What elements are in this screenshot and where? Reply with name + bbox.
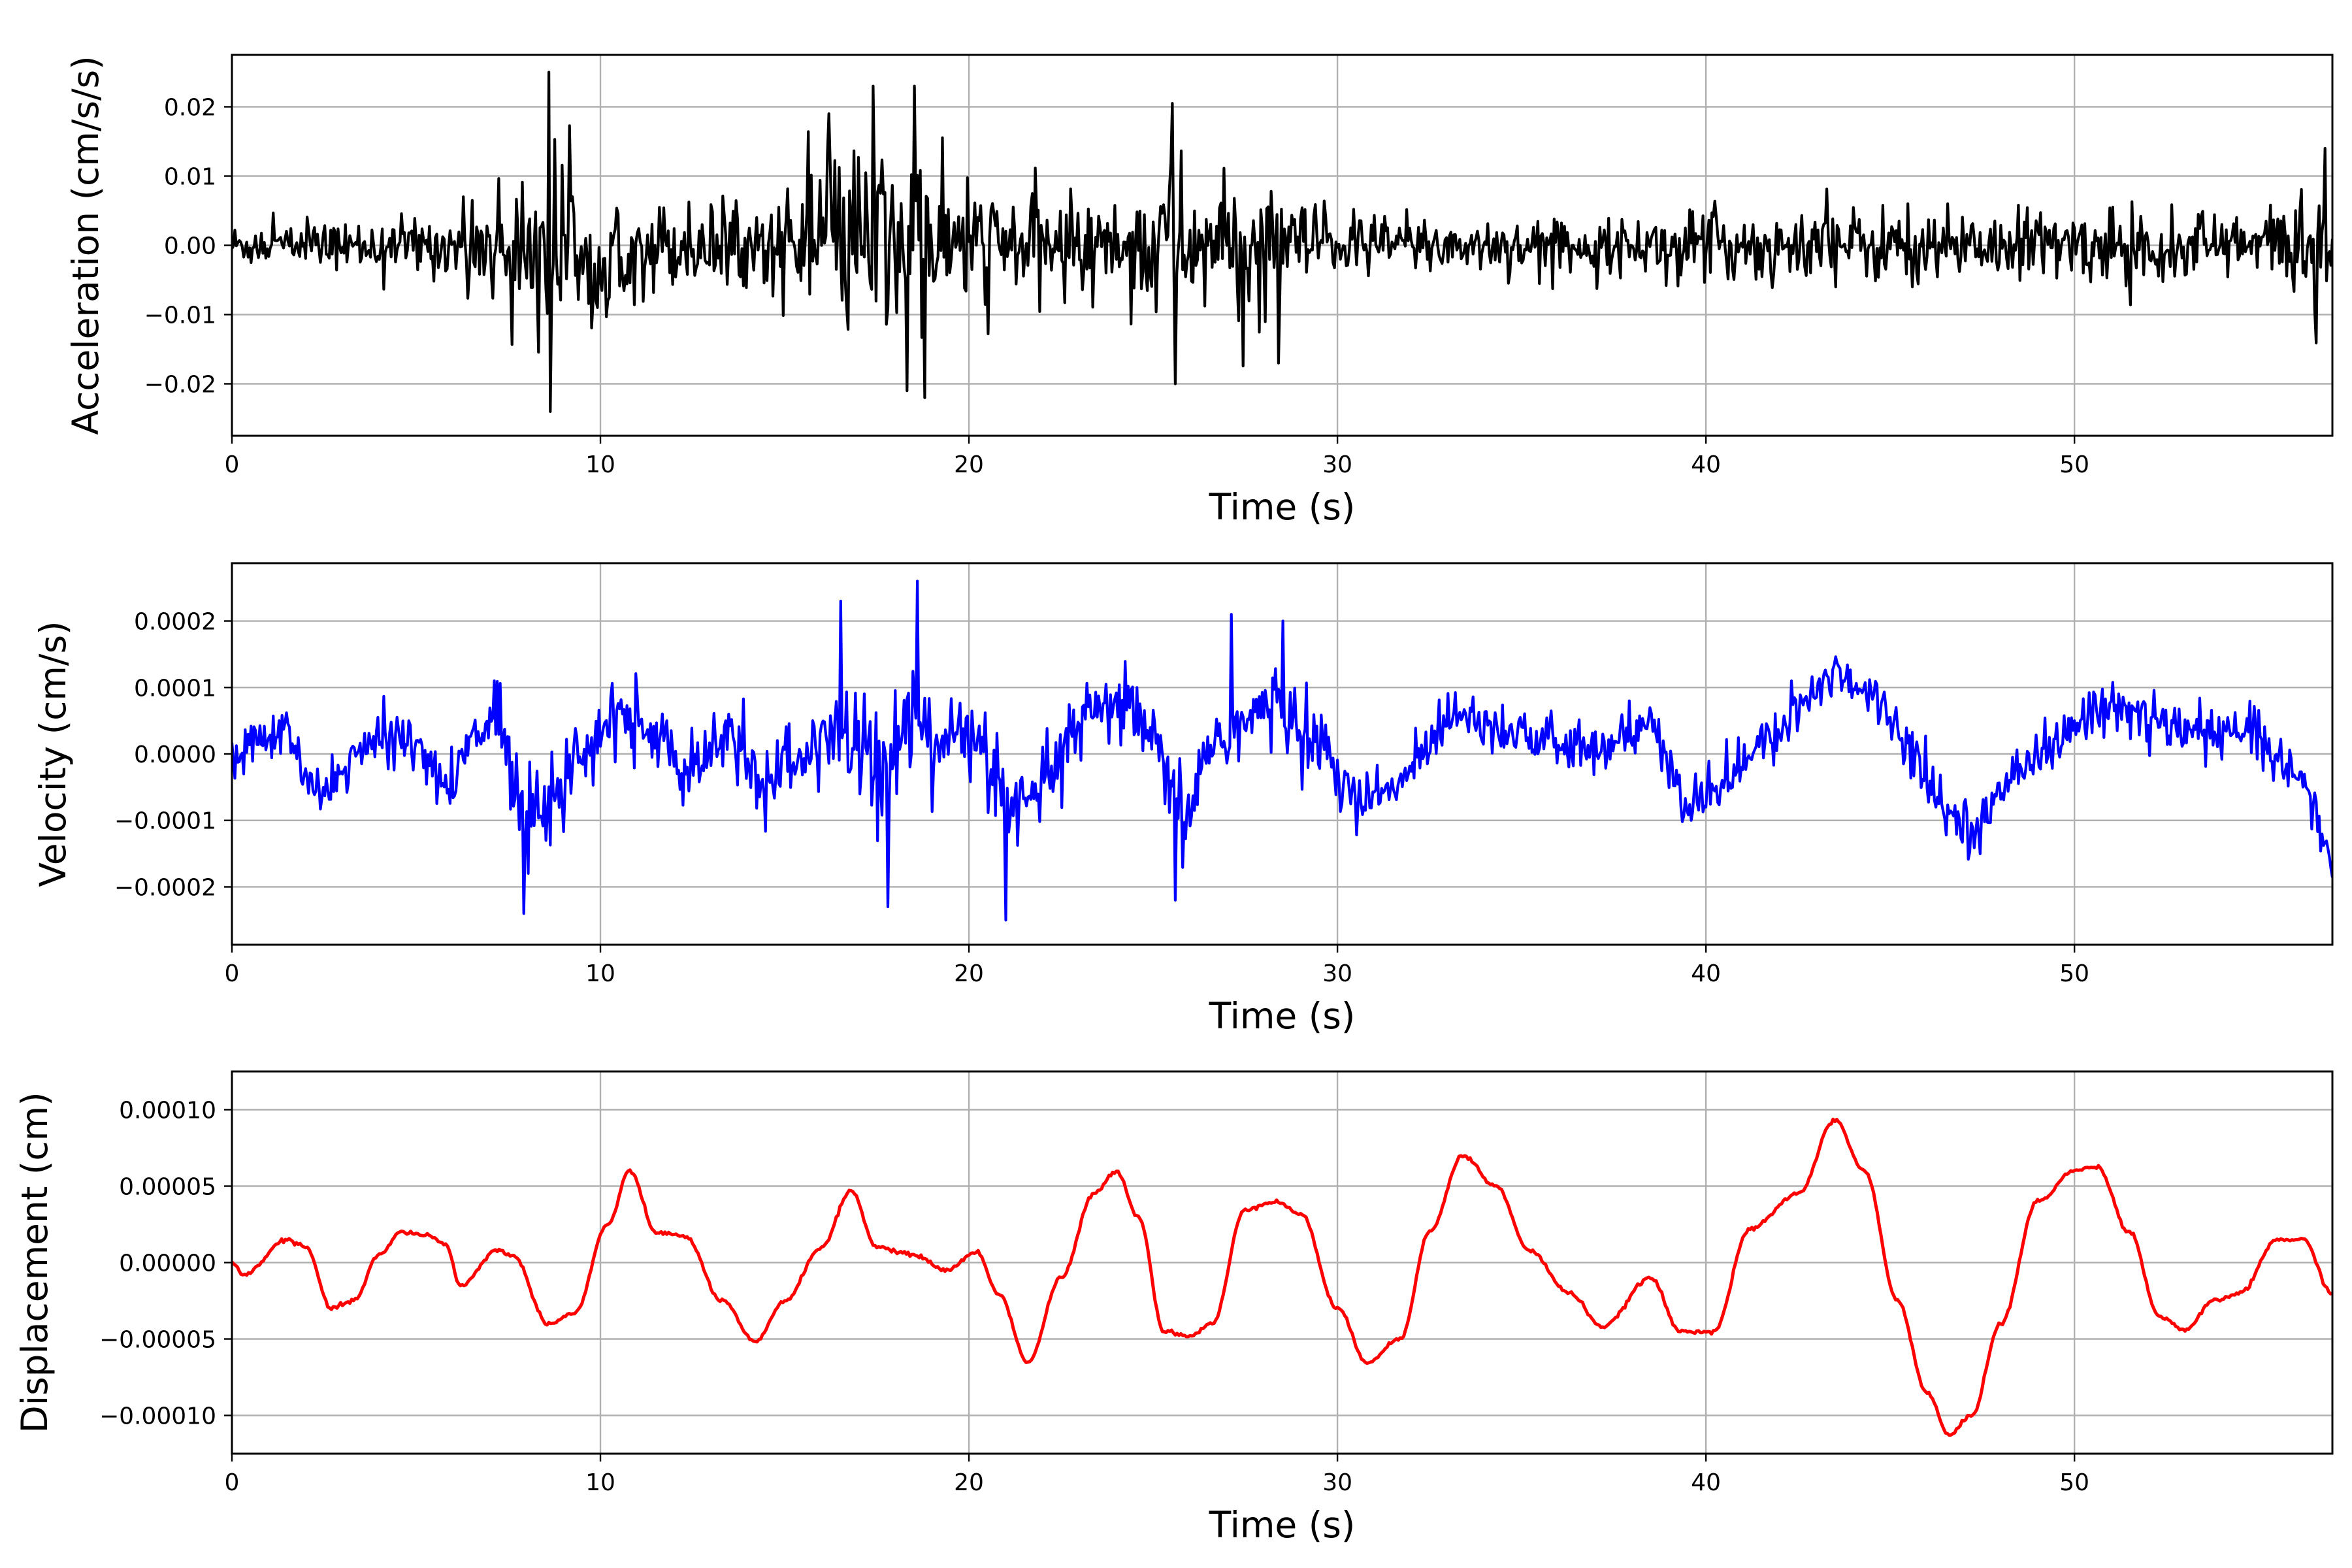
velocity-y-tick-label: −0.0002 [114,874,216,901]
acceleration-ticks: 0 10 20 30 40 50 −0.02 −0.01 0.00 0.01 0.02 [144,95,2089,479]
velocity-x-tick-label: 10 [585,960,615,987]
acceleration-panel: 0 10 20 30 40 50 −0.02 −0.01 0.00 0.01 0.02 Time (… [65,54,2334,528]
displacement-y-tick-label: 0.00005 [119,1174,216,1201]
velocity-y-tick-label: 0.0000 [134,742,216,768]
displacement-y-tick-label: −0.00005 [99,1327,216,1354]
displacement-x-tick-label: 40 [1691,1469,1721,1496]
displacement-x-tick-label: 30 [1322,1469,1352,1496]
displacement-x-tick-label: 0 [225,1469,240,1496]
acceleration-y-tick-label: 0.02 [164,95,216,122]
acceleration-y-tick-label: 0.01 [164,164,216,191]
acceleration-x-tick-label: 20 [954,451,984,478]
displacement-y-tick-label: −0.00010 [99,1403,216,1430]
velocity-y-tick-label: 0.0001 [134,675,216,702]
displacement-grid [231,1071,2332,1454]
velocity-x-tick-label: 30 [1322,960,1352,987]
displacement-x-tick-label: 10 [585,1469,615,1496]
acceleration-x-tick-label: 30 [1322,451,1352,478]
displacement-series [232,1117,2332,1437]
velocity-y-tick-label: −0.0001 [114,808,216,835]
acceleration-x-tick-label: 0 [225,451,240,478]
displacement-x-axis-label: Time (s) [1209,1504,1356,1546]
velocity-x-axis-label: Time (s) [1209,995,1356,1037]
velocity-x-tick-label: 40 [1691,960,1721,987]
acceleration-x-tick-label: 50 [2059,451,2089,478]
acceleration-y-tick-label: 0.00 [164,233,216,260]
displacement-y-tick-label: 0.00010 [119,1098,216,1124]
velocity-x-tick-label: 0 [225,960,240,987]
acceleration-y-tick-label: −0.02 [144,372,216,399]
acceleration-y-axis-label: Acceleration (cm/s/s) [65,56,106,434]
displacement-y-tick-label: 0.00000 [119,1250,216,1277]
velocity-x-tick-label: 20 [954,960,984,987]
acceleration-x-tick-label: 40 [1691,451,1721,478]
displacement-panel: 0 10 20 30 40 50 −0.00010 −0.00005 0.00000 0.0000… [14,1070,2334,1546]
velocity-y-axis-label: Velocity (cm/s) [32,621,74,887]
acceleration-series-line [232,71,2332,413]
velocity-series [232,580,2332,922]
velocity-x-tick-label: 50 [2059,960,2089,987]
velocity-ticks: 0 10 20 30 40 50 −0.0002 −0.0001 0.0000 0.0001 0.0… [114,609,2089,987]
acceleration-grid [231,55,2332,436]
displacement-x-tick-label: 20 [954,1469,984,1496]
displacement-x-tick-label: 50 [2059,1469,2089,1496]
acceleration-series [232,71,2332,413]
velocity-y-tick-label: 0.0002 [134,609,216,636]
velocity-series-line [232,580,2332,922]
displacement-ticks: 0 10 20 30 40 50 −0.00010 −0.00005 0.00000 0.0000… [99,1098,2089,1497]
displacement-y-axis-label: Displacement (cm) [14,1092,56,1433]
acceleration-x-tick-label: 10 [585,451,615,478]
acceleration-y-tick-label: −0.01 [144,302,216,329]
acceleration-x-axis-label: Time (s) [1209,486,1356,528]
velocity-panel: 0 10 20 30 40 50 −0.0002 −0.0001 0.0000 0.0001 0.0… [32,562,2334,1037]
displacement-series-line [232,1117,2332,1437]
